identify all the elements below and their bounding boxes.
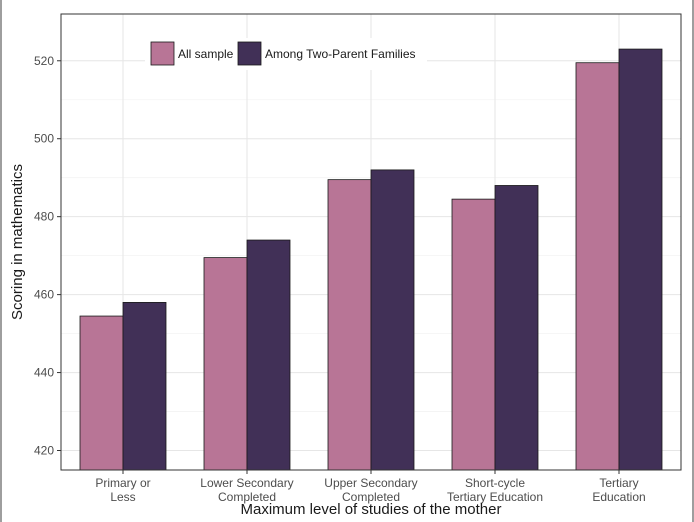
x-tick-label: Completed: [342, 490, 400, 504]
bars: [79, 48, 663, 471]
bar: [575, 62, 620, 471]
bar: [451, 198, 496, 471]
y-tick-label: 480: [34, 210, 54, 224]
bar: [370, 169, 415, 471]
bar: [327, 179, 372, 471]
legend-background: [145, 38, 427, 70]
x-tick-label: Tertiary Education: [447, 490, 543, 504]
y-tick-label: 460: [34, 288, 54, 302]
legend-key-two-parent: [237, 41, 262, 66]
x-tick-label: Lower Secondary: [200, 476, 293, 490]
x-tick-label: Less: [110, 490, 135, 504]
bar: [494, 185, 539, 471]
x-tick-label: Primary or: [95, 476, 150, 490]
legend-label-all-sample: All sample: [178, 47, 234, 61]
y-axis-ticks: 420 440 460 480 500 520: [34, 54, 61, 458]
y-tick-label: 420: [34, 444, 54, 458]
bar: [79, 315, 124, 471]
bar: [246, 239, 291, 471]
y-tick-label: 520: [34, 54, 54, 68]
legend: All sample Among Two-Parent Families: [145, 38, 427, 70]
x-axis-title: Maximum level of studies of the mother: [241, 501, 502, 518]
y-tick-label: 500: [34, 132, 54, 146]
bar: [203, 257, 248, 471]
y-axis-title: Scoring in mathematics: [9, 164, 26, 320]
x-tick-label: Upper Secondary: [324, 476, 417, 490]
bar: [122, 302, 167, 471]
bar: [618, 48, 663, 471]
x-tick-label: Education: [592, 490, 645, 504]
x-tick-label: Tertiary: [599, 476, 638, 490]
legend-key-all-sample: [150, 41, 175, 66]
y-tick-label: 440: [34, 366, 54, 380]
legend-label-two-parent: Among Two-Parent Families: [265, 47, 416, 61]
x-tick-label: Short-cycle: [465, 476, 525, 490]
x-tick-label: Completed: [218, 490, 276, 504]
